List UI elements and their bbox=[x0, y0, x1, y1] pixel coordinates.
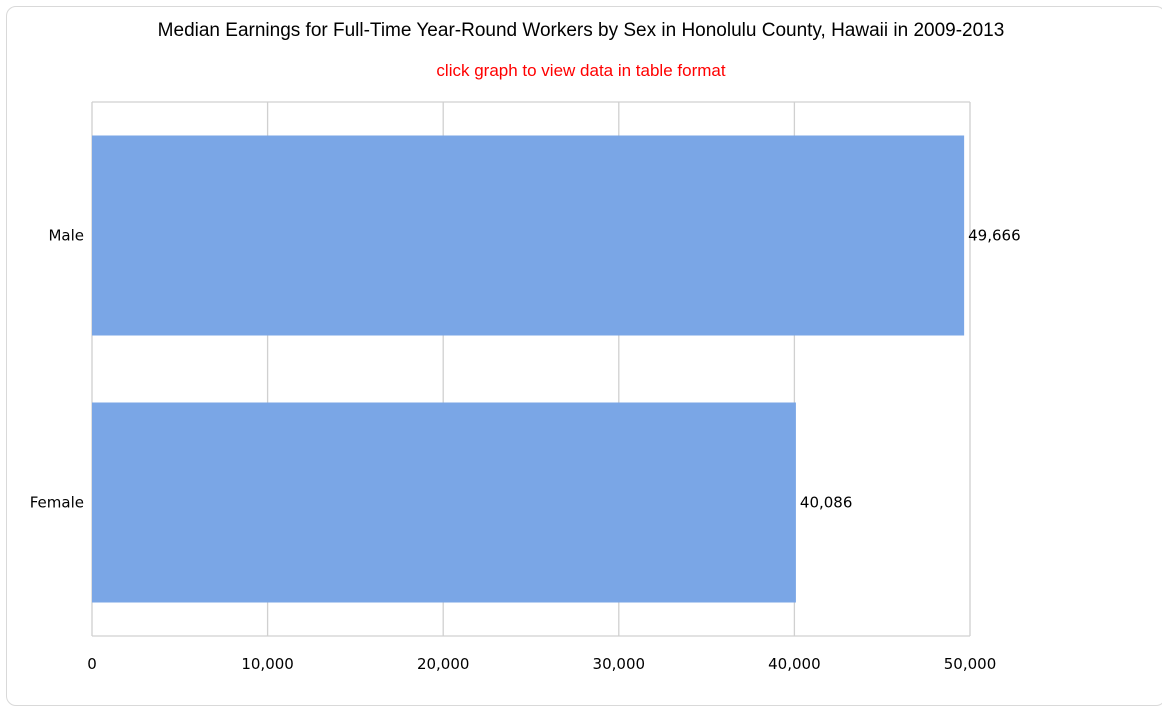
category-label: Male bbox=[48, 227, 84, 245]
bar-chart[interactable]: 0 10,000 20,000 30,000 40,000 50,000 Male 49,66… bbox=[0, 0, 1162, 691]
x-tick-label: 0 bbox=[87, 655, 97, 673]
view-table-link[interactable]: click graph to view data in table format bbox=[436, 61, 726, 80]
chart-title: Median Earnings for Full-Time Year-Round… bbox=[157, 20, 1005, 41]
x-tick-label: 40,000 bbox=[768, 655, 821, 673]
bars[interactable] bbox=[92, 135, 965, 603]
x-tick-label: 20,000 bbox=[417, 655, 470, 673]
x-tick-label: 30,000 bbox=[593, 655, 646, 673]
x-tick-label: 50,000 bbox=[944, 655, 997, 673]
x-tick-label: 10,000 bbox=[241, 655, 294, 673]
bar-female[interactable] bbox=[92, 402, 796, 603]
data-label: 40,086 bbox=[800, 494, 853, 512]
data-label: 49,666 bbox=[968, 227, 1021, 245]
bar-male[interactable] bbox=[92, 135, 965, 336]
labels: 0 10,000 20,000 30,000 40,000 50,000 Male 49,66… bbox=[30, 227, 1021, 674]
category-label: Female bbox=[30, 494, 84, 512]
